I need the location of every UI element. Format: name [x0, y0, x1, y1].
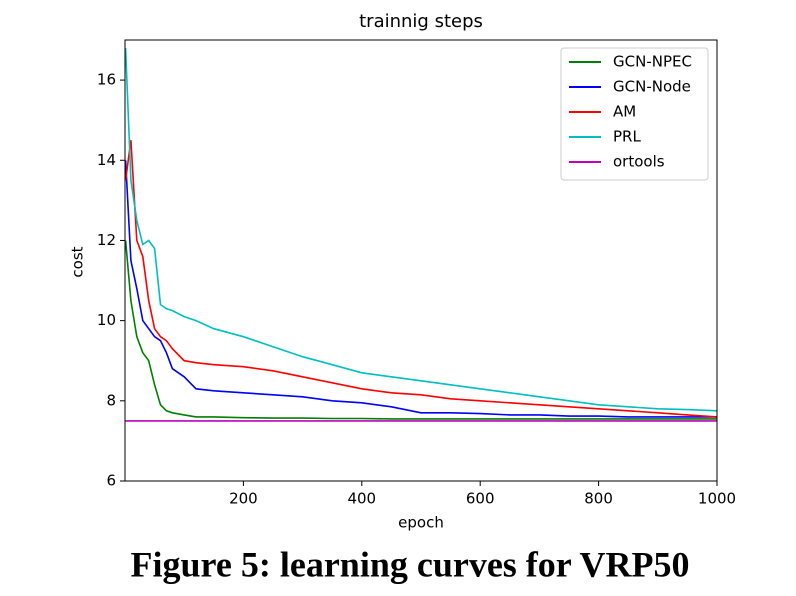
x-tick-label: 400	[347, 490, 376, 508]
legend-label: AM	[613, 103, 636, 121]
chart-title: trainnig steps	[359, 11, 483, 32]
y-axis-label: cost	[69, 246, 87, 277]
legend-label: GCN-Node	[613, 78, 691, 96]
y-tick-label: 6	[106, 472, 116, 490]
y-tick-label: 10	[97, 311, 116, 329]
x-tick-label: 800	[584, 490, 613, 508]
series-line	[124, 240, 717, 420]
y-tick-label: 8	[106, 391, 116, 409]
legend-label: PRL	[613, 128, 641, 146]
legend-box	[560, 47, 709, 181]
plot-frame	[124, 39, 718, 482]
series-line	[124, 140, 718, 418]
series-line	[124, 160, 717, 418]
x-tick-label: 600	[466, 490, 495, 508]
y-tick-label: 16	[97, 71, 116, 89]
legend-label: ortools	[613, 153, 665, 171]
legend-label: GCN-NPEC	[613, 53, 692, 71]
x-axis-label: epoch	[398, 514, 444, 532]
y-tick-label: 12	[97, 231, 116, 249]
series-line	[124, 47, 718, 412]
y-tick-label: 14	[97, 151, 116, 169]
x-tick-label: 200	[229, 490, 258, 508]
x-tick-label: 1000	[698, 490, 736, 508]
caption: Figure 5: learning curves for VRP50	[131, 544, 690, 584]
